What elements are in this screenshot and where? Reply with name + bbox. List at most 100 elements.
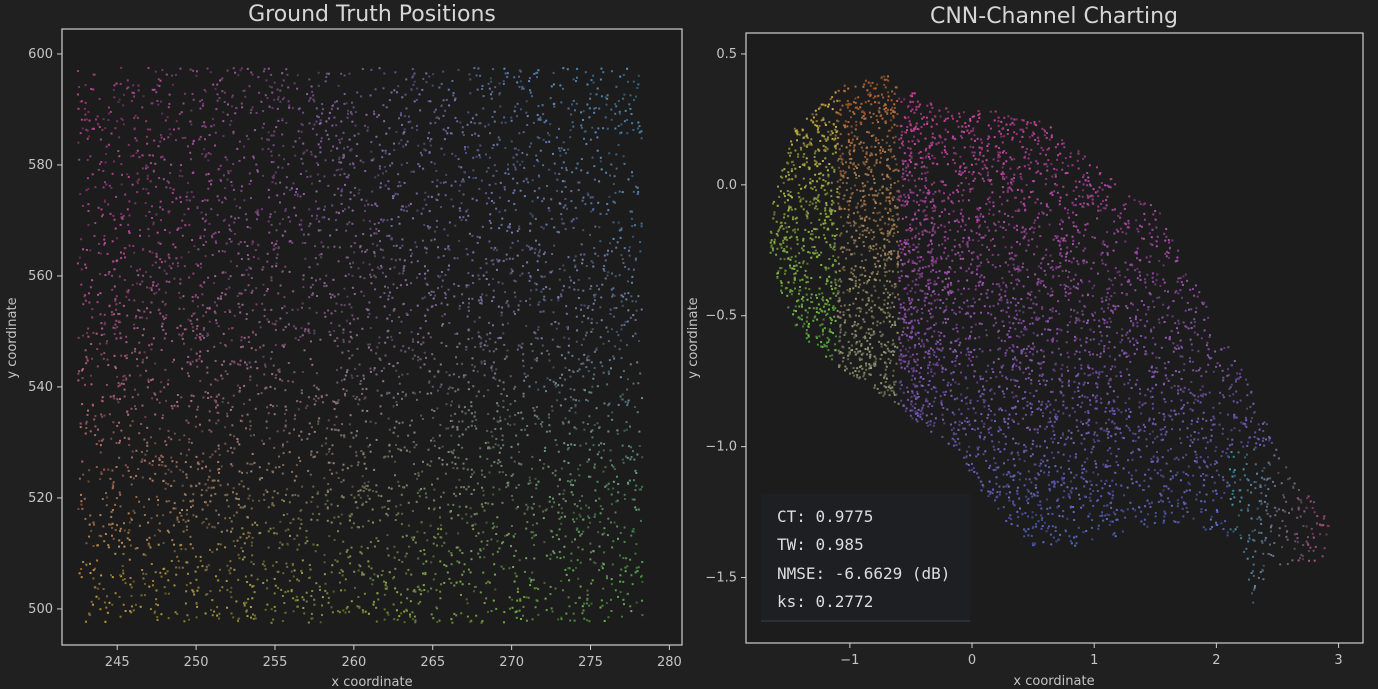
data-point: [516, 160, 519, 163]
data-point: [185, 419, 188, 422]
data-point: [491, 553, 494, 556]
data-point: [173, 550, 176, 553]
data-point: [580, 243, 583, 246]
data-point: [157, 528, 160, 531]
data-point: [281, 72, 284, 75]
data-point: [615, 105, 618, 108]
data-point: [315, 279, 317, 282]
data-point: [136, 180, 139, 183]
data-point: [119, 223, 122, 226]
data-point: [179, 469, 182, 471]
data-point: [173, 128, 175, 131]
data-point: [527, 272, 530, 274]
data-point: [611, 293, 614, 296]
data-point: [479, 74, 482, 77]
data-point: [208, 419, 211, 422]
data-point: [518, 225, 521, 228]
data-point: [392, 309, 395, 312]
data-point: [122, 123, 125, 126]
data-point: [210, 494, 213, 497]
data-point: [412, 170, 415, 173]
data-point: [452, 92, 455, 94]
data-point: [399, 284, 402, 287]
data-point: [176, 401, 179, 403]
data-point: [531, 179, 534, 182]
data-point: [310, 518, 313, 521]
data-point: [467, 568, 470, 571]
data-point: [182, 499, 185, 502]
data-point: [409, 202, 412, 205]
data-point: [641, 614, 644, 617]
data-point: [488, 321, 491, 324]
data-point: [335, 428, 338, 431]
data-point: [157, 604, 159, 607]
data-point: [316, 207, 319, 210]
data-point: [448, 104, 451, 107]
data-point: [572, 125, 575, 128]
data-point: [385, 512, 388, 515]
data-point: [226, 113, 229, 116]
data-point: [560, 467, 563, 470]
data-point: [560, 295, 563, 298]
data-point: [446, 303, 449, 306]
data-point: [347, 109, 350, 112]
data-point: [289, 522, 292, 524]
data-point: [137, 309, 140, 311]
data-point: [262, 344, 265, 347]
data-point: [176, 612, 179, 615]
data-point: [143, 514, 146, 516]
data-point: [537, 417, 540, 420]
data-point: [215, 319, 218, 322]
data-point: [112, 481, 115, 484]
data-point: [403, 265, 406, 268]
data-point: [499, 461, 502, 463]
data-point: [562, 264, 565, 267]
data-point: [574, 479, 577, 482]
data-point: [196, 325, 199, 327]
data-point: [564, 398, 567, 401]
data-point: [199, 100, 202, 103]
data-point: [509, 246, 512, 249]
data-point: [608, 359, 611, 362]
data-point: [462, 462, 465, 465]
data-point: [447, 88, 450, 91]
data-point: [335, 134, 338, 137]
data-point: [611, 418, 614, 421]
data-point: [158, 177, 161, 179]
data-point: [247, 535, 250, 538]
data-point: [206, 504, 209, 507]
data-point: [462, 134, 465, 137]
data-point: [242, 532, 245, 535]
data-point: [367, 565, 370, 568]
data-point: [107, 106, 110, 109]
data-point: [225, 345, 228, 348]
data-point: [589, 558, 592, 561]
data-point: [315, 311, 318, 314]
data-point: [485, 582, 488, 585]
data-point: [498, 488, 501, 491]
data-point: [358, 605, 361, 608]
data-point: [530, 343, 533, 346]
data-point: [251, 73, 254, 76]
data-point: [210, 208, 213, 211]
data-point: [424, 272, 427, 275]
data-point: [395, 369, 398, 372]
data-point: [141, 458, 144, 461]
data-point: [436, 621, 439, 623]
data-point: [91, 316, 94, 319]
data-point: [128, 231, 131, 234]
data-point: [357, 494, 360, 497]
data-point: [398, 422, 401, 425]
data-point: [362, 490, 365, 493]
data-point: [510, 271, 513, 274]
data-point: [347, 174, 350, 177]
data-point: [222, 332, 225, 335]
data-point: [247, 273, 250, 276]
data-point: [470, 121, 473, 124]
data-point: [612, 465, 615, 468]
data-point: [158, 85, 161, 87]
data-point: [460, 486, 463, 489]
data-point: [277, 369, 280, 372]
data-point: [312, 485, 315, 488]
data-point: [93, 586, 96, 589]
